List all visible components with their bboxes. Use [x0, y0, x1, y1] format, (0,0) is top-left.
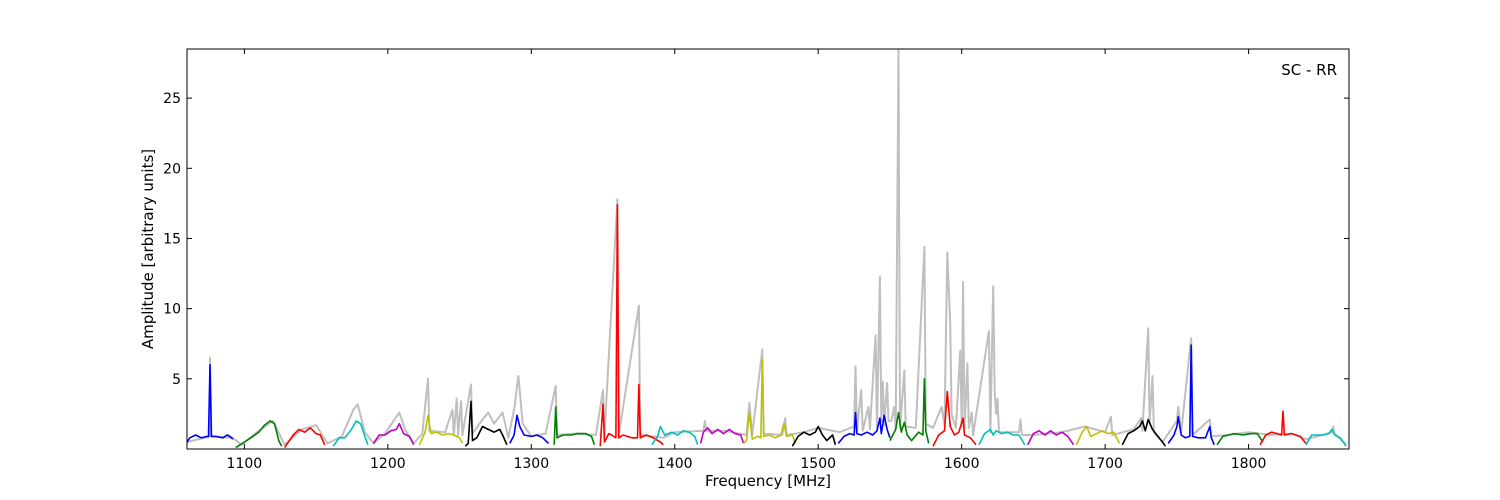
series-line-5: [372, 422, 415, 446]
series-line-20: [1075, 425, 1121, 446]
x-tick-label: 1400: [657, 456, 693, 472]
x-tick-label: 1300: [513, 456, 549, 472]
series-line-14: [791, 425, 837, 447]
series-line-12: [699, 427, 745, 444]
x-tick-label: 1600: [944, 456, 980, 472]
x-tick-label: 1200: [370, 456, 406, 472]
plot-background: [187, 49, 1349, 449]
y-tick-label: 10: [163, 302, 181, 318]
series-line-8: [509, 414, 550, 444]
series-line-19: [1026, 430, 1075, 446]
series-line-18: [978, 428, 1026, 446]
subband-series-layer: [187, 204, 1347, 449]
x-tick-label: 1700: [1087, 456, 1123, 472]
series-line-9: [553, 406, 596, 446]
y-axis-label: Amplitude [arbitrary units]: [139, 149, 157, 349]
panel-annotation: SC - RR: [1281, 61, 1337, 79]
series-line-16: [889, 378, 930, 444]
y-tick-label: 15: [163, 231, 181, 247]
x-axis-ticks: 1100 1200 1300 1400 1500 1600 1700 1800: [227, 49, 1267, 472]
series-line-24: [1259, 410, 1307, 446]
y-tick-label: 25: [163, 91, 181, 107]
series-line-1: [187, 364, 234, 443]
y-axis-ticks: 5 10 15 20 25: [163, 91, 1349, 388]
series-line-25: [1305, 428, 1347, 447]
series-line-3: [283, 427, 326, 449]
series-line-4: [332, 420, 369, 447]
plot-frame: [186, 48, 1350, 450]
series-line-11: [651, 425, 699, 446]
series-line-15: [837, 411, 891, 444]
series-line-22: [1167, 344, 1215, 446]
series-line-10: [599, 204, 664, 447]
x-tick-label: 1500: [800, 456, 836, 472]
y-tick-label: 20: [163, 161, 181, 177]
series-line-7: [464, 400, 508, 447]
series-line-17: [932, 390, 977, 447]
x-axis-label: Frequency [MHz]: [705, 472, 831, 490]
series-line-6: [418, 414, 464, 446]
series-line-23: [1216, 432, 1264, 446]
y-tick-label: 5: [172, 372, 181, 388]
x-tick-label: 1100: [227, 456, 263, 472]
x-tick-label: 1800: [1231, 456, 1267, 472]
series-line-2: [235, 420, 283, 449]
series-line-21: [1121, 418, 1167, 447]
series-line-13: [743, 358, 797, 444]
